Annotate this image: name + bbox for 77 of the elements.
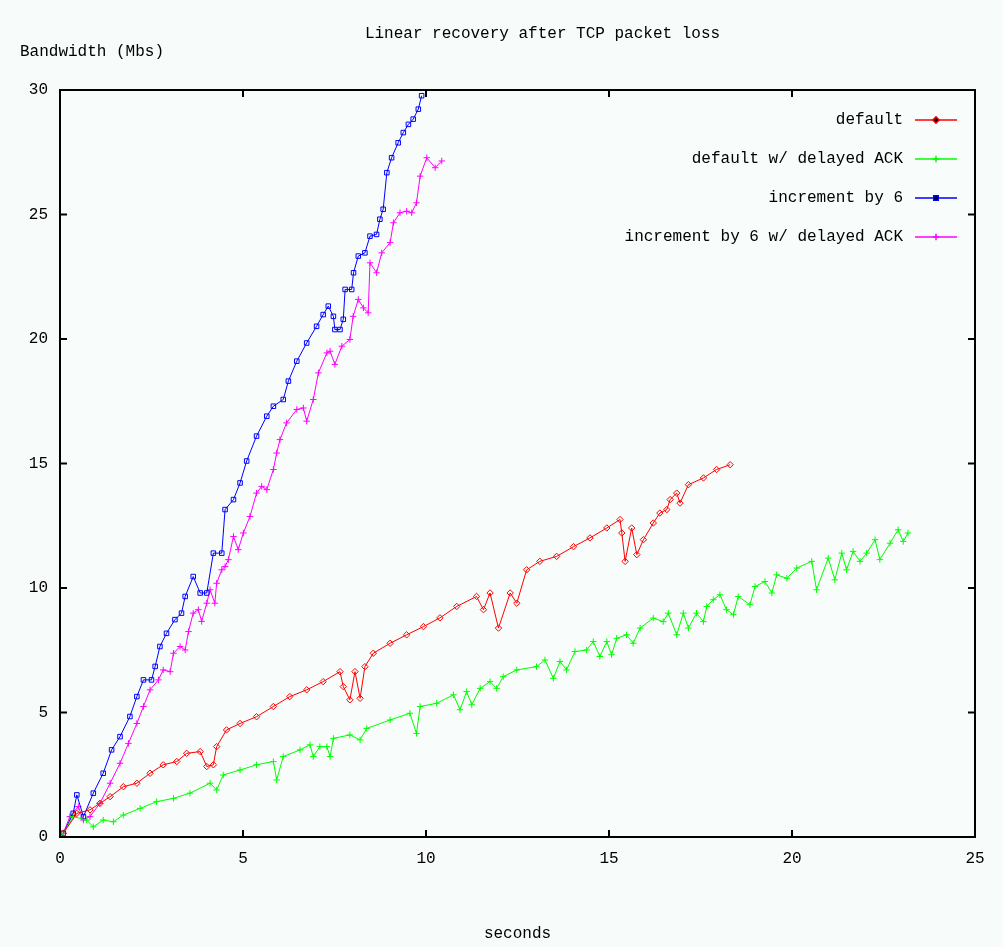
point bbox=[367, 233, 373, 239]
point bbox=[348, 286, 355, 293]
point bbox=[280, 396, 287, 403]
point bbox=[74, 792, 80, 798]
point bbox=[100, 770, 106, 777]
point bbox=[355, 253, 362, 259]
point bbox=[380, 206, 386, 213]
point bbox=[90, 790, 97, 796]
point bbox=[204, 590, 210, 596]
y-tick-label: 25 bbox=[28, 205, 48, 224]
point bbox=[342, 286, 348, 293]
point bbox=[148, 677, 155, 683]
point bbox=[362, 250, 368, 256]
point bbox=[285, 378, 292, 384]
legend-label: default w/ delayed ACK bbox=[691, 150, 904, 169]
x-tick-label: 10 bbox=[416, 849, 436, 868]
point bbox=[340, 316, 347, 323]
point bbox=[197, 590, 203, 596]
point bbox=[400, 129, 407, 136]
point bbox=[410, 116, 416, 122]
point bbox=[152, 663, 158, 670]
y-tick-label: 15 bbox=[28, 454, 48, 473]
point bbox=[222, 506, 228, 513]
y-tick-label: 0 bbox=[38, 828, 48, 847]
point bbox=[80, 813, 87, 820]
point bbox=[70, 810, 76, 817]
point bbox=[384, 169, 390, 176]
point bbox=[210, 550, 217, 556]
point bbox=[108, 747, 115, 753]
point bbox=[117, 733, 123, 740]
point bbox=[243, 458, 250, 464]
point bbox=[388, 154, 395, 161]
point bbox=[332, 326, 338, 333]
point bbox=[303, 340, 310, 346]
x-axis-title: seconds bbox=[483, 924, 552, 943]
point bbox=[182, 593, 188, 600]
point bbox=[320, 311, 326, 318]
point bbox=[134, 693, 140, 700]
legend-label: increment by 6 w/ delayed ACK bbox=[624, 228, 904, 247]
point bbox=[350, 270, 357, 276]
chart-title: Linear recovery after TCP packet loss bbox=[364, 25, 721, 44]
x-tick-label: 0 bbox=[55, 849, 65, 868]
point bbox=[325, 303, 332, 309]
y-tick-label: 5 bbox=[38, 703, 48, 722]
x-tick-label: 15 bbox=[599, 849, 619, 868]
y-tick-label: 30 bbox=[28, 81, 48, 100]
point bbox=[330, 313, 337, 320]
x-tick-label: 20 bbox=[782, 849, 802, 868]
point bbox=[163, 630, 170, 637]
x-tick-label: 25 bbox=[965, 849, 985, 868]
legend-label: increment by 6 bbox=[768, 189, 903, 208]
point bbox=[337, 326, 343, 333]
y-tick-label: 10 bbox=[28, 579, 48, 598]
x-tick-label: 5 bbox=[238, 849, 248, 868]
legend-label: default bbox=[835, 111, 903, 130]
point bbox=[395, 140, 401, 146]
point bbox=[172, 616, 178, 623]
y-axis-title: Bandwidth (Mbs) bbox=[20, 43, 165, 62]
point bbox=[140, 677, 147, 683]
point bbox=[415, 106, 422, 112]
point bbox=[190, 573, 196, 580]
point bbox=[294, 358, 300, 364]
point bbox=[264, 413, 270, 419]
point bbox=[157, 643, 163, 650]
point bbox=[313, 323, 320, 330]
y-tick-label: 20 bbox=[28, 330, 48, 349]
point bbox=[405, 121, 412, 128]
point bbox=[377, 216, 383, 222]
point bbox=[237, 480, 243, 486]
point bbox=[373, 231, 380, 238]
point bbox=[418, 92, 425, 99]
point bbox=[219, 550, 225, 556]
point bbox=[230, 496, 237, 503]
point bbox=[270, 403, 277, 409]
point bbox=[127, 713, 133, 720]
point bbox=[178, 610, 185, 616]
point bbox=[253, 433, 260, 439]
